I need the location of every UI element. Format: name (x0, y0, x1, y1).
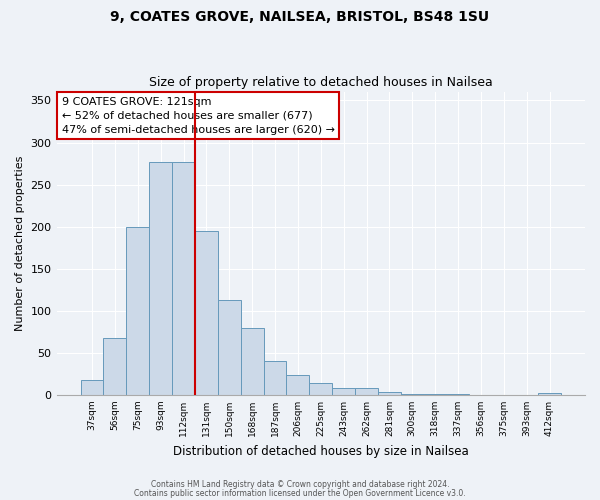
Y-axis label: Number of detached properties: Number of detached properties (15, 156, 25, 331)
Text: 9, COATES GROVE, NAILSEA, BRISTOL, BS48 1SU: 9, COATES GROVE, NAILSEA, BRISTOL, BS48 … (110, 10, 490, 24)
X-axis label: Distribution of detached houses by size in Nailsea: Distribution of detached houses by size … (173, 444, 469, 458)
Bar (378, 392, 401, 395)
Bar (424, 394, 446, 395)
Bar (310, 383, 332, 395)
Bar (103, 338, 127, 395)
Text: 9 COATES GROVE: 121sqm
← 52% of detached houses are smaller (677)
47% of semi-de: 9 COATES GROVE: 121sqm ← 52% of detached… (62, 96, 335, 134)
Bar (446, 394, 469, 395)
Bar (286, 374, 310, 395)
Bar (332, 388, 355, 395)
Text: Contains HM Land Registry data © Crown copyright and database right 2024.: Contains HM Land Registry data © Crown c… (151, 480, 449, 489)
Bar (218, 300, 241, 395)
Bar (195, 231, 218, 395)
Bar (355, 388, 378, 395)
Text: Contains public sector information licensed under the Open Government Licence v3: Contains public sector information licen… (134, 488, 466, 498)
Bar (538, 393, 561, 395)
Bar (80, 380, 103, 395)
Bar (241, 328, 263, 395)
Title: Size of property relative to detached houses in Nailsea: Size of property relative to detached ho… (149, 76, 493, 90)
Bar (127, 226, 149, 395)
Bar (401, 394, 424, 395)
Bar (172, 162, 195, 395)
Bar (263, 362, 286, 395)
Bar (149, 162, 172, 395)
